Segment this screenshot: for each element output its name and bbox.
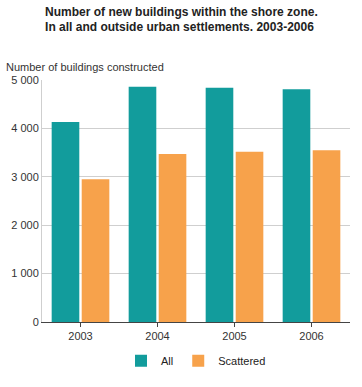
svg-text:2006: 2006 xyxy=(299,330,323,342)
svg-text:2004: 2004 xyxy=(145,330,169,342)
svg-text:All: All xyxy=(161,355,173,367)
svg-text:3 000: 3 000 xyxy=(11,171,39,183)
svg-text:4 000: 4 000 xyxy=(11,122,39,134)
svg-text:Number of new buildings within: Number of new buildings within the shore… xyxy=(45,5,318,35)
svg-text:Number of buildings constructe: Number of buildings constructed xyxy=(6,61,164,73)
svg-text:2003: 2003 xyxy=(68,330,92,342)
svg-text:1 000: 1 000 xyxy=(11,267,39,279)
svg-text:0: 0 xyxy=(33,316,39,328)
svg-text:2005: 2005 xyxy=(222,330,246,342)
svg-text:2 000: 2 000 xyxy=(11,219,39,231)
svg-text:5 000: 5 000 xyxy=(11,74,39,86)
svg-text:Scattered: Scattered xyxy=(218,355,265,367)
